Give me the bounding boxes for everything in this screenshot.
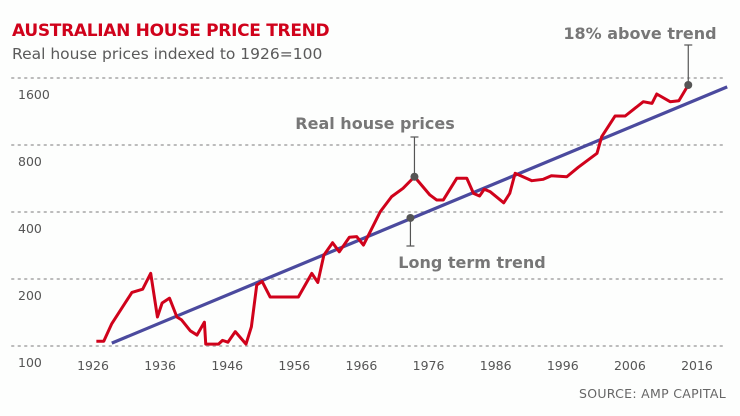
y-tick-label: 200 [18,288,42,303]
x-tick-label: 1976 [413,358,445,373]
series-lines [96,84,728,346]
annotation-marker [410,172,419,181]
x-tick-label: 1966 [346,358,378,373]
y-tick-label: 800 [18,154,42,169]
trend-line [111,85,728,345]
x-tick-label: 1956 [278,358,310,373]
x-tick-label: 2006 [614,358,646,373]
y-tick-label: 1600 [18,87,50,102]
annotation-marker [684,81,693,90]
chart-title: AUSTRALIAN HOUSE PRICE TREND [12,21,330,41]
y-tick-label: 100 [18,355,42,370]
y-axis-ticks: 100 200 400 800 1600 [18,87,50,370]
x-tick-label: 1926 [77,358,109,373]
annotation-label: Long term trend [398,253,545,272]
annotation-marker [406,213,415,222]
gridlines [11,77,728,347]
x-tick-label: 1986 [480,358,512,373]
y-tick-label: 400 [18,221,42,236]
x-axis-ticks: 1926 1936 1946 1956 1966 1976 1986 1996 2006 2016 [77,358,713,373]
x-tick-label: 1946 [211,358,243,373]
x-tick-label: 2016 [681,358,713,373]
price-line [96,84,690,346]
x-tick-label: 1936 [144,358,176,373]
x-tick-label: 1996 [547,358,579,373]
annotation-label: Real house prices [295,114,454,133]
source-note: SOURCE: AMP CAPITAL [578,386,726,401]
annotation-label: 18% above trend [563,24,716,43]
annotations: Real house prices Long term trend 18% abov… [295,24,716,272]
chart-subtitle: Real house prices indexed to 1926=100 [12,45,323,63]
